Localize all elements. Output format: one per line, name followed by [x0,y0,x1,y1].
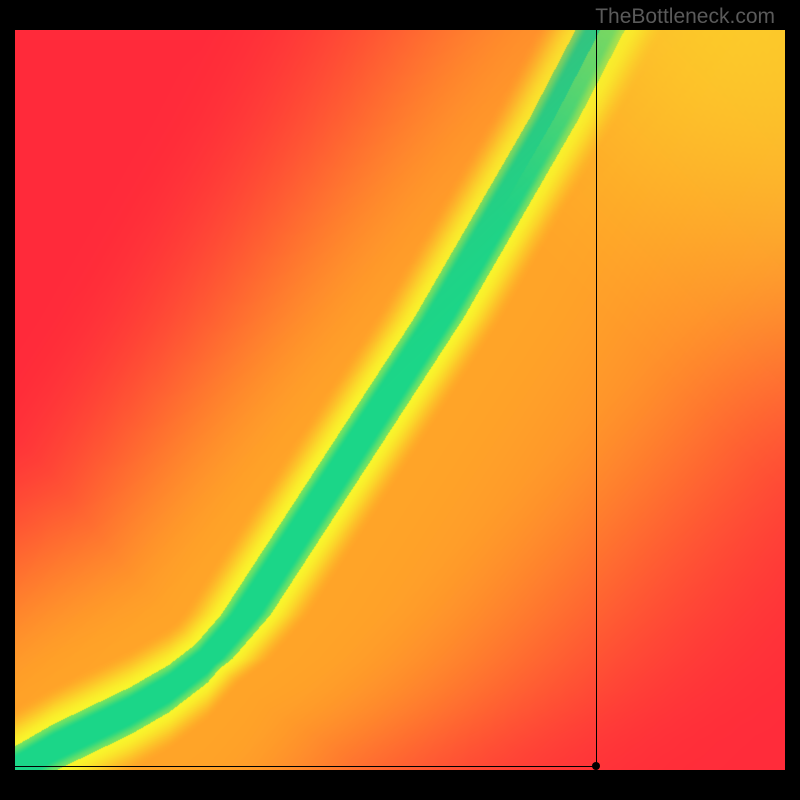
marker-vertical-line [596,30,597,766]
marker-dot [592,762,600,770]
marker-horizontal-line [15,766,596,767]
heatmap-plot [15,30,785,770]
watermark-text: TheBottleneck.com [595,5,775,29]
heatmap-canvas [15,30,785,770]
